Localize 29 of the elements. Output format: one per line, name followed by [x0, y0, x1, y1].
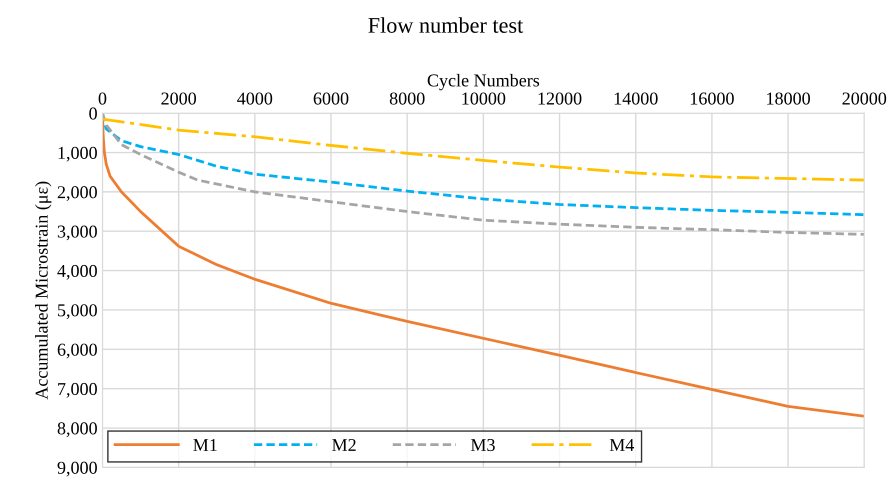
y-axis-title: Accumulated Microstrain (με): [35, 182, 52, 400]
x-tick-label: 14000: [614, 92, 658, 105]
y-tick-label: 9,000: [58, 462, 97, 476]
y-tick-label: 5,000: [58, 304, 97, 319]
legend-label: M4: [610, 439, 634, 451]
x-axis-title: Cycle Numbers: [428, 74, 540, 90]
y-tick-label: 8,000: [58, 422, 97, 438]
line-series: [102, 118, 864, 182]
y-tick-label: 2,000: [58, 186, 97, 201]
x-tick-label: 20000: [842, 92, 886, 105]
x-tick-label: 18000: [767, 92, 810, 105]
y-tick-label: 1,000: [58, 146, 97, 162]
chart-title: Flow number test: [368, 17, 524, 33]
x-tick-label: 2000: [161, 92, 196, 105]
x-tick-label: 8000: [390, 92, 425, 105]
y-tick-label: 7,000: [58, 382, 97, 398]
x-tick-label: 10000: [462, 92, 506, 105]
legend-label: M2: [332, 438, 356, 451]
x-tick-label: 0: [98, 92, 106, 105]
y-tick-label: 4,000: [57, 264, 97, 280]
x-tick-label: 16000: [690, 92, 734, 105]
legend-label: M1: [193, 438, 217, 451]
x-tick-label: 4000: [237, 92, 272, 105]
legend-label: M3: [470, 438, 495, 452]
x-tick-label: 12000: [538, 92, 582, 105]
y-tick-label: 3,000: [58, 225, 97, 240]
x-tick-label: 6000: [314, 92, 348, 105]
y-tick-label: 6,000: [58, 344, 97, 358]
y-tick-label: 0: [89, 107, 97, 120]
